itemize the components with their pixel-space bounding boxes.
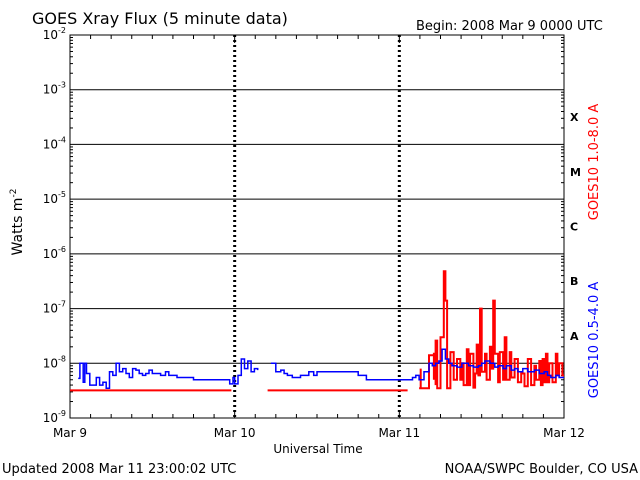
flare-class-c: C [570,221,578,234]
flare-class-m: M [570,166,581,179]
footer-updated: Updated 2008 Mar 11 23:00:02 UTC [2,462,236,477]
series-line-2 [78,358,259,389]
y-axis-label-exponent: -2 [9,189,19,198]
legend-series-1: GOES10 1.0-8.0 A [587,104,602,221]
y-tick-label: 10-5 [43,190,66,206]
footer-source: NOAA/SWPC Boulder, CO USA [445,462,638,477]
flare-class-b: B [570,275,578,288]
x-tick-label: Mar 12 [543,426,585,440]
series-line-1 [419,270,564,390]
x-tick-label: Mar 9 [53,426,87,440]
y-tick-label: 10-2 [43,26,66,42]
y-tick-label: 10-3 [43,81,66,97]
y-tick-label: 10-4 [43,135,66,151]
y-tick-label: 10-8 [43,354,66,370]
flare-class-a: A [570,330,579,343]
svg-text:Watts m-2: Watts m-2 [9,189,26,256]
x-tick-label: Mar 11 [378,426,420,440]
horizontal-gridlines [70,89,564,364]
chart-title: GOES Xray Flux (5 minute data) [32,9,288,28]
y-axis-ticks: 10-9 10-8 10-7 10-6 10-5 10-4 10-3 10-2 [43,26,564,425]
flare-class-x: X [570,111,579,124]
x-axis-ticks: Mar 9 Mar 10 Mar 11 Mar 12 [53,35,585,440]
y-axis-label: Watts m-2 [9,189,26,256]
vertical-gridlines [233,35,401,418]
x-tick-label: Mar 10 [214,426,256,440]
series-lines [70,270,564,392]
y-tick-label: 10-9 [43,409,66,425]
plot-area: 10-910-810-710-610-510-410-310-2 Mar 9 Ma… [43,26,585,440]
begin-label: Begin: 2008 Mar 9 0000 UTC [416,19,603,34]
x-axis-label: Universal Time [273,442,362,456]
legend-series-2: GOES10 0.5-4.0 A [587,282,602,399]
y-tick-label: 10-7 [43,300,66,316]
series-line-2 [270,348,564,381]
y-tick-label: 10-6 [43,245,66,261]
flare-class-labels: A B C M X [570,111,581,343]
y-axis-label-text: Watts m [10,198,26,256]
